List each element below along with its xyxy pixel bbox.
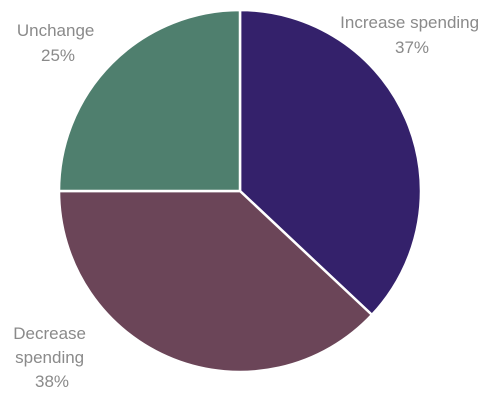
pie-slices: [57, 8, 423, 374]
pie-slice-decrease-spending: [57, 189, 374, 374]
pie-slice-increase-spending: [238, 8, 423, 317]
label-unchange: Unchange 25%: [17, 21, 99, 65]
label-decrease-spending: Decrease spending 38%: [13, 324, 91, 391]
label-increase-spending: Increase spending 37%: [340, 13, 484, 57]
pie-slice-unchange: [57, 8, 242, 193]
